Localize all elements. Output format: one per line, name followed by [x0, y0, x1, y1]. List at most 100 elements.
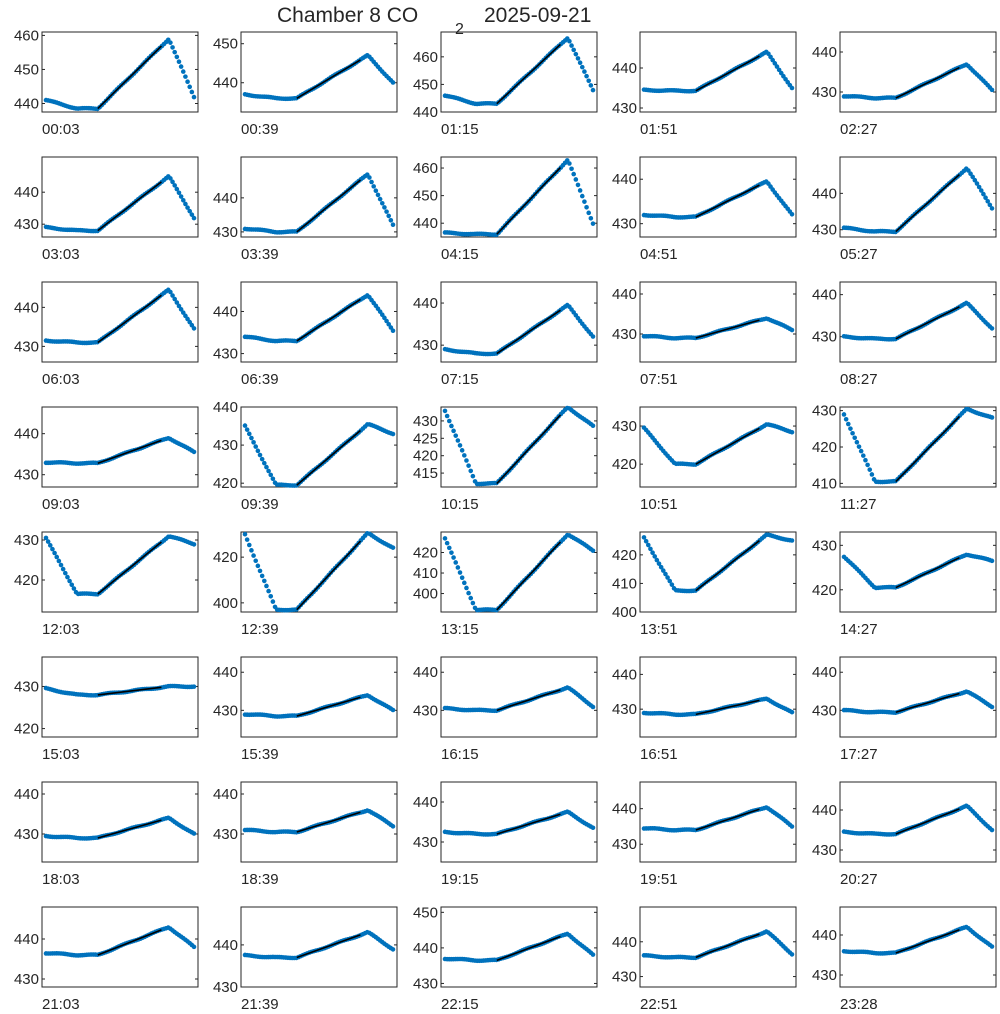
fit-line — [496, 166, 562, 235]
panel-axes-box — [440, 281, 598, 363]
data-point — [168, 40, 173, 45]
data-point — [579, 64, 585, 70]
panel-1651: 430 440 16:51 — [612, 656, 797, 763]
y-tick-label: 440 — [14, 931, 39, 948]
data-point — [468, 595, 474, 601]
data-point — [442, 536, 448, 541]
panel-axes-box — [240, 531, 398, 613]
y-tick-label: 440 — [812, 664, 837, 681]
y-tick-label: 450 — [413, 76, 438, 93]
data-point — [251, 553, 256, 558]
fit-line — [97, 181, 162, 232]
panel-axes-box — [41, 406, 199, 488]
data-point — [367, 175, 372, 180]
fit-line — [695, 55, 760, 92]
y-tick-label: 410 — [612, 575, 637, 592]
data-point — [770, 57, 775, 63]
panel-axes-box — [240, 281, 398, 363]
y-tick-label: 430 — [612, 418, 637, 435]
data-point — [390, 80, 396, 85]
data-point — [191, 326, 197, 331]
y-tick-label: 460 — [413, 49, 438, 66]
panel-0827: 430 440 08:27 — [812, 281, 997, 388]
data-point — [573, 51, 579, 57]
panel-1203: 420 430 12:03 — [14, 531, 199, 638]
data-point — [170, 293, 175, 298]
data-point — [983, 195, 988, 201]
y-tick-label: 440 — [213, 303, 238, 320]
y-tick-label: 450 — [413, 188, 438, 205]
panel-time-label: 09:03 — [42, 496, 80, 513]
y-tick-label: 430 — [812, 329, 837, 346]
figure-title-date: 2025-09-21 — [484, 4, 591, 27]
panel-time-label: 21:03 — [42, 996, 80, 1013]
fit-line — [496, 309, 561, 355]
data-point — [244, 537, 250, 542]
panel-1051: 420 430 10:51 — [612, 406, 797, 513]
data-point — [266, 588, 271, 594]
panel-time-label: 22:51 — [640, 996, 678, 1013]
y-tick-label: 440 — [14, 95, 39, 112]
data-point — [858, 448, 864, 454]
data-point — [174, 300, 180, 305]
data-point — [453, 560, 459, 565]
y-tick-label: 440 — [213, 786, 238, 803]
panel-2027: 430 440 20:27 — [812, 781, 997, 888]
panel-axes-box — [639, 281, 797, 363]
panel-time-label: 20:27 — [840, 871, 878, 888]
data-point — [459, 575, 465, 580]
fit-line — [496, 414, 562, 485]
data-point — [462, 453, 467, 458]
fit-line — [895, 928, 960, 954]
data-point — [176, 59, 182, 65]
data-point — [972, 177, 978, 183]
data-point — [789, 709, 795, 715]
y-tick-label: 430 — [413, 702, 438, 719]
data-point — [390, 431, 396, 437]
panel-axes-box — [41, 531, 199, 613]
panel-0227: 430 440 02:27 — [812, 31, 997, 138]
panel-0903: 430 440 09:03 — [14, 406, 199, 513]
panel-0939: 420 430 440 09:39 — [213, 399, 398, 513]
data-point — [845, 421, 851, 427]
y-tick-label: 440 — [14, 184, 39, 201]
data-point — [371, 184, 376, 189]
data-point — [249, 435, 254, 441]
y-tick-label: 440 — [413, 295, 438, 312]
y-tick-label: 430 — [14, 678, 39, 695]
y-tick-label: 430 — [812, 967, 837, 984]
data-point — [654, 557, 660, 563]
data-point — [189, 89, 195, 95]
data-point — [968, 171, 973, 176]
y-tick-label: 460 — [14, 27, 39, 44]
data-point — [180, 69, 186, 74]
data-point — [464, 458, 469, 463]
panel-axes-box — [839, 406, 997, 488]
data-point — [191, 449, 197, 455]
panel-time-label: 17:27 — [840, 746, 878, 763]
data-point — [573, 177, 579, 182]
data-point — [569, 166, 574, 172]
data-point — [257, 452, 263, 458]
y-tick-label: 430 — [612, 969, 637, 986]
data-point — [663, 571, 668, 577]
panel-axes-box — [839, 781, 997, 863]
data-point — [989, 415, 995, 420]
data-point — [446, 545, 452, 551]
data-point — [257, 568, 263, 574]
panel-0715: 430 440 07:15 — [413, 281, 598, 388]
fit-line — [895, 808, 960, 835]
y-tick-label: 440 — [14, 426, 39, 443]
panel-0415: 440 450 460 04:15 — [413, 156, 598, 263]
panel-grid: 44045046000:0344045000:3944045046001:154… — [14, 27, 997, 1013]
y-tick-label: 420 — [612, 547, 637, 564]
fit-line — [296, 811, 361, 833]
data-point — [390, 947, 396, 952]
y-tick-label: 440 — [413, 104, 438, 121]
y-tick-label: 430 — [612, 836, 637, 853]
panel-0639: 430 440 06:39 — [213, 281, 398, 388]
data-point — [464, 585, 469, 591]
data-point — [590, 952, 596, 957]
data-point — [259, 456, 265, 462]
